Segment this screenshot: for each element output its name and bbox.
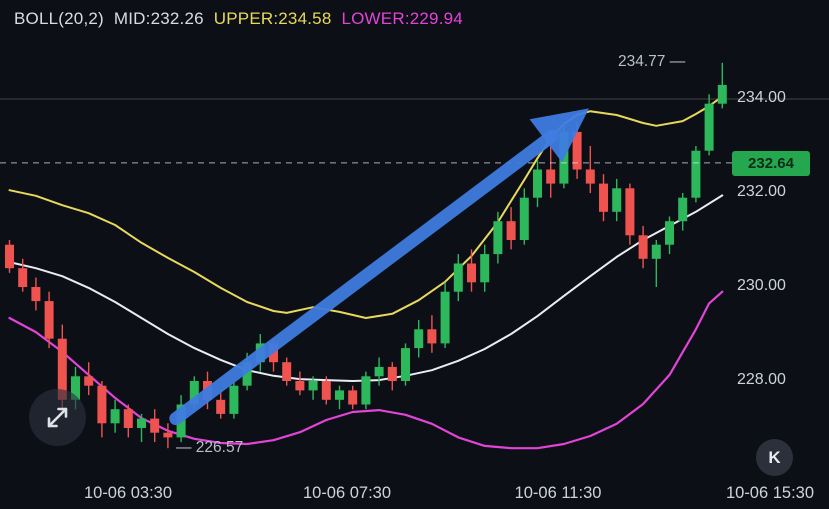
boll-upper-value: UPPER:234.58	[213, 9, 332, 28]
candle-body	[282, 362, 292, 381]
trend-arrow-shaft[interactable]	[169, 129, 559, 426]
candle-body	[137, 418, 146, 428]
candle-body	[189, 381, 199, 405]
low-price-marker: — 226.57	[176, 439, 244, 457]
kline-style-button[interactable]: K	[756, 439, 793, 476]
time-label: 10-06 03:30	[83, 484, 173, 502]
candle-body	[506, 221, 516, 240]
time-label: 10-06 15:30	[725, 484, 815, 502]
boll-upper-line	[8, 95, 724, 319]
candle-body	[519, 197, 529, 240]
candle-body	[467, 263, 476, 283]
expand-arrows-icon	[47, 407, 68, 428]
candle-body	[361, 376, 371, 405]
candle-body	[625, 188, 635, 236]
time-label: 10-06 07:30	[302, 484, 392, 502]
candle-body	[493, 221, 503, 255]
candle-body	[599, 183, 608, 212]
candle-body	[585, 169, 595, 184]
expand-button[interactable]	[29, 389, 86, 446]
candle-body	[717, 84, 727, 104]
candle-body	[5, 244, 14, 269]
candle-body	[71, 376, 80, 400]
boll-lower-line	[8, 290, 724, 450]
candle-body	[691, 150, 701, 198]
candle-body	[414, 329, 424, 349]
candle-body	[44, 301, 54, 339]
candle-body	[229, 385, 239, 414]
indicator-header: BOLL(20,2) MID:232.26 UPPER:234.58 LOWER…	[14, 9, 463, 29]
kline-style-label: K	[768, 447, 781, 467]
candle-body	[31, 287, 41, 302]
candle-body	[387, 366, 397, 381]
candle-body	[242, 362, 252, 386]
trend-arrow-head[interactable]	[529, 108, 589, 163]
candle-body	[295, 381, 305, 391]
candle-body	[335, 390, 344, 400]
candle-body	[18, 268, 28, 287]
y-axis-label: 228.00	[737, 371, 786, 388]
candle-body	[665, 221, 674, 245]
candle-body	[163, 432, 173, 438]
boll-label: BOLL(20,2)	[14, 9, 104, 28]
candle-body	[123, 409, 133, 428]
candle-body	[678, 197, 688, 222]
candle-body	[321, 381, 331, 400]
candle-body	[150, 418, 160, 433]
boll-mid-value: MID:232.26	[113, 9, 204, 28]
y-axis-label: 232.00	[737, 183, 786, 200]
y-axis-label: 234.00	[737, 89, 786, 106]
candle-body	[110, 409, 120, 424]
candle-body	[374, 366, 384, 377]
candle-body	[651, 244, 661, 259]
last-price-tag: 232.64	[732, 150, 810, 176]
candle-body	[440, 291, 450, 344]
y-axis-label: 230.00	[737, 277, 786, 294]
candle-body	[84, 376, 94, 386]
candle-body	[216, 399, 226, 414]
time-axis[interactable]: 10-06 03:30 10-06 07:30 10-06 11:30 10-0…	[0, 484, 829, 506]
candle-body	[453, 263, 463, 292]
candle-body	[533, 169, 542, 198]
candle-body	[97, 385, 107, 424]
high-price-marker: 234.77 —	[618, 52, 686, 70]
boll-lower-value: LOWER:229.94	[341, 9, 463, 28]
candle-body	[638, 235, 648, 259]
boll-mid-line	[8, 194, 724, 382]
candle-body	[704, 103, 714, 151]
candle-body	[612, 188, 622, 212]
candle-body	[57, 338, 67, 400]
candle-body	[308, 381, 318, 391]
candle-body	[480, 254, 490, 283]
candle-body	[427, 329, 437, 344]
candle-body	[348, 390, 358, 405]
candle-body	[401, 348, 410, 381]
candle-body	[546, 169, 556, 184]
candle-body	[572, 131, 582, 170]
time-label: 10-06 11:30	[514, 484, 602, 502]
